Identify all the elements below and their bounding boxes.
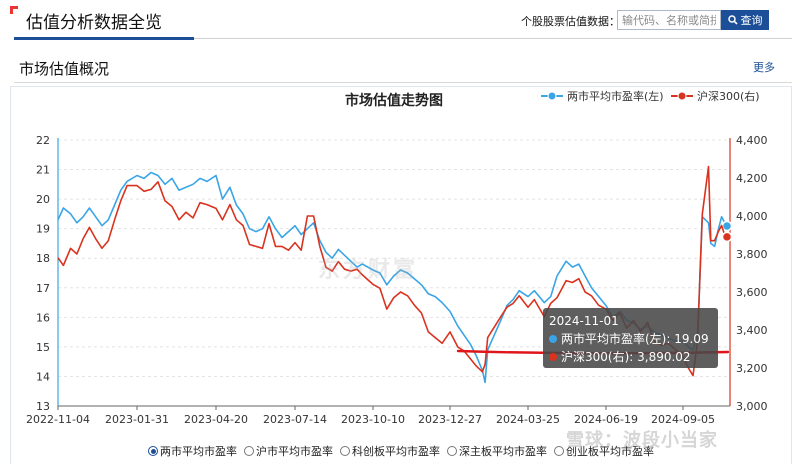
y-right-tick-label: 3,400 — [736, 324, 768, 337]
tooltip-csi-text: 沪深300(右): 3,890.02 — [561, 350, 691, 364]
option-label: 沪市平均市盈率 — [256, 445, 333, 458]
radio-icon[interactable] — [447, 446, 457, 456]
radio-icon[interactable] — [340, 446, 350, 456]
chart-legend: 两市平均市盈率(左) 沪深300(右) — [541, 89, 760, 103]
x-tick-label: 2024-06-19 — [574, 413, 638, 426]
corner-bracket-icon — [10, 6, 18, 14]
option-star-market[interactable]: 科创板平均市盈率 — [340, 443, 440, 459]
tooltip-row-csi: 沪深300(右): 3,890.02 — [549, 348, 712, 366]
y-left-tick-label: 18 — [36, 252, 50, 265]
x-tick-label: 2022-11-04 — [26, 413, 90, 426]
y-left-tick-label: 19 — [36, 223, 50, 236]
search-button[interactable]: 查询 — [721, 10, 769, 30]
x-tick-label: 2023-01-31 — [105, 413, 169, 426]
tooltip-row-pe: 两市平均市盈率(左): 19.09 — [549, 330, 712, 348]
more-link[interactable]: 更多 — [753, 61, 775, 74]
x-tick-label: 2023-12-27 — [418, 413, 482, 426]
option-two-markets[interactable]: 两市平均市盈率 — [148, 443, 237, 459]
y-left-tick-label: 22 — [36, 134, 50, 147]
option-shanghai[interactable]: 沪市平均市盈率 — [244, 443, 333, 459]
title-accent-bar — [14, 37, 194, 40]
option-label: 两市平均市盈率 — [160, 445, 237, 458]
axes-layer: 13 14 15 16 17 18 19 20 21 22 3,000 3,200 3,400 3,600… — [26, 134, 767, 426]
x-tick-label: 2024-03-25 — [496, 413, 560, 426]
radio-icon[interactable] — [554, 446, 564, 456]
y-right-tick-label: 3,000 — [736, 400, 768, 413]
tooltip-pe-text: 两市平均市盈率(左): 19.09 — [561, 332, 709, 346]
pe-dot-icon — [549, 335, 557, 343]
y-left-tick-label: 15 — [36, 341, 50, 354]
y-right-tick-label: 4,000 — [736, 210, 768, 223]
legend-label: 两市平均市盈率(左) — [567, 89, 664, 103]
pe-last-point — [721, 220, 733, 232]
y-left-tick-label: 14 — [36, 370, 50, 383]
pe-type-options: 两市平均市盈率 沪市平均市盈率 科创板平均市盈率 深主板平均市盈率 创业板平均市… — [148, 443, 654, 459]
x-tick-label: 2023-04-20 — [184, 413, 248, 426]
x-tick-label: 2023-10-10 — [341, 413, 405, 426]
search-label: 个股股票估值数据： — [521, 15, 620, 28]
search-button-label: 查询 — [740, 14, 763, 27]
watermark-center: 东方财富 — [318, 258, 419, 283]
legend-label: 沪深300(右) — [697, 89, 760, 103]
y-right-tick-label: 4,400 — [736, 134, 768, 147]
chart-tooltip: 2024-11-01 两市平均市盈率(左): 19.09 沪深300(右): 3… — [543, 308, 718, 368]
y-left-tick-label: 21 — [36, 164, 50, 177]
chart-card — [10, 86, 792, 464]
y-left-tick-label: 16 — [36, 311, 50, 324]
option-label: 深主板平均市盈率 — [459, 445, 547, 458]
page-title: 估值分析数据全览 — [26, 13, 162, 33]
option-chinext[interactable]: 创业板平均市盈率 — [554, 443, 654, 459]
section-divider — [14, 82, 792, 83]
option-shenzhen-main[interactable]: 深主板平均市盈率 — [447, 443, 547, 459]
tooltip-date: 2024-11-01 — [549, 314, 619, 328]
y-left-tick-label: 20 — [36, 193, 50, 206]
section-title: 市场估值概况 — [19, 60, 110, 78]
csi-dot-icon — [549, 353, 557, 361]
search-icon — [727, 15, 738, 25]
y-right-tick-label: 3,600 — [736, 286, 768, 299]
radio-icon[interactable] — [244, 446, 254, 456]
csi300-last-point — [721, 231, 733, 243]
option-label: 科创板平均市盈率 — [352, 445, 440, 458]
legend-swatch-dot — [677, 91, 687, 101]
option-label: 创业板平均市盈率 — [566, 445, 654, 458]
y-right-tick-label: 3,200 — [736, 362, 768, 375]
page-header: 估值分析数据全览 个股股票估值数据： 查询 — [0, 0, 800, 42]
stock-search-input[interactable] — [617, 10, 721, 30]
x-tick-label: 2023-07-14 — [263, 413, 327, 426]
x-tick-label: 2024-09-05 — [651, 413, 715, 426]
legend-swatch-dot — [547, 91, 557, 101]
radio-icon[interactable] — [148, 446, 158, 456]
watermark-corner: 雪球：波段小当家 — [566, 430, 718, 451]
y-left-tick-label: 13 — [36, 400, 50, 413]
y-left-tick-label: 17 — [36, 282, 50, 295]
header-divider — [14, 38, 792, 39]
y-right-tick-label: 4,200 — [736, 172, 768, 185]
y-right-tick-label: 3,800 — [736, 248, 768, 261]
chart-title: 市场估值走势图 — [345, 92, 443, 109]
